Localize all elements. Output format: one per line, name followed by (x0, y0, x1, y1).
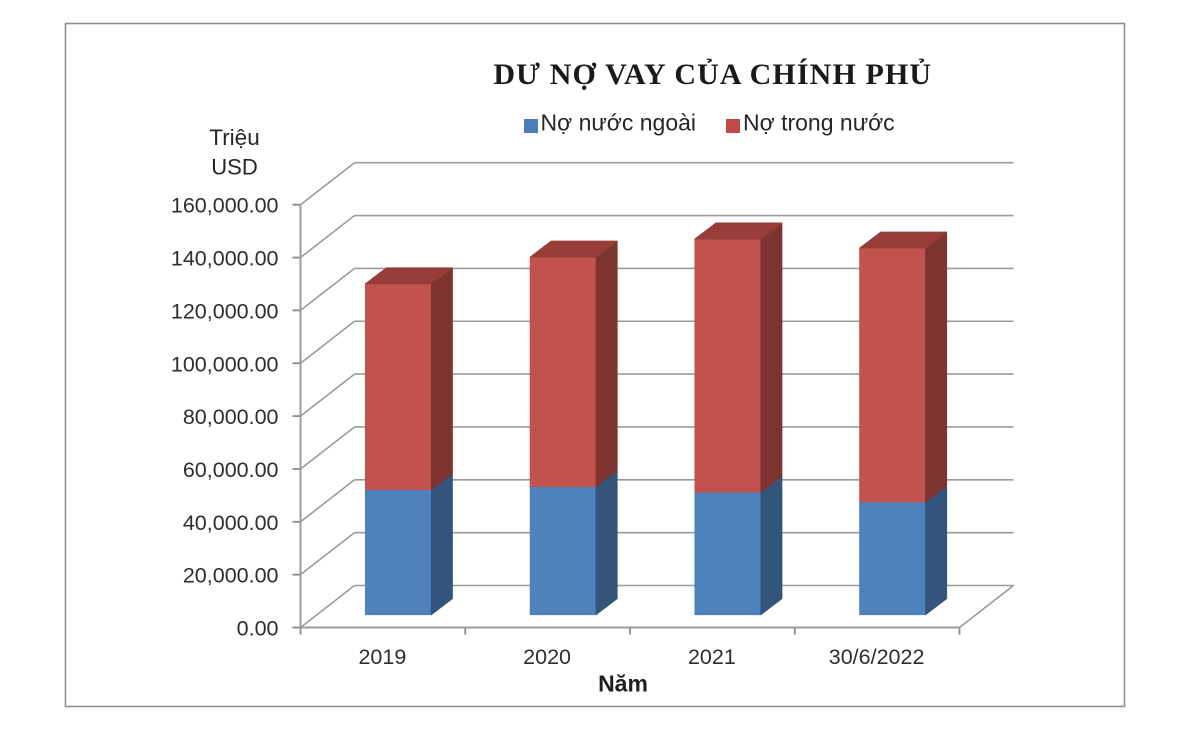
svg-text:100,000.00: 100,000.00 (171, 352, 279, 376)
svg-text:2019: 2019 (358, 645, 406, 669)
svg-text:40,000.00: 40,000.00 (183, 511, 279, 535)
svg-text:DƯ NỢ VAY CỦA CHÍNH PHỦ: DƯ NỢ VAY CỦA CHÍNH PHỦ (493, 58, 932, 91)
svg-text:120,000.00: 120,000.00 (171, 299, 279, 323)
svg-text:20,000.00: 20,000.00 (183, 564, 279, 588)
svg-text:80,000.00: 80,000.00 (183, 405, 279, 429)
svg-text:Nợ trong nước: Nợ trong nước (743, 110, 895, 136)
svg-text:30/6/2022: 30/6/2022 (829, 645, 925, 669)
svg-text:USD: USD (211, 155, 257, 180)
svg-text:Nợ nước ngoài: Nợ nước ngoài (541, 110, 697, 136)
svg-text:Triệu: Triệu (209, 125, 259, 150)
svg-text:0.00: 0.00 (237, 617, 279, 641)
svg-text:2020: 2020 (523, 645, 571, 669)
svg-text:2021: 2021 (688, 645, 736, 669)
svg-text:60,000.00: 60,000.00 (183, 458, 279, 482)
svg-text:140,000.00: 140,000.00 (171, 247, 279, 271)
svg-text:160,000.00: 160,000.00 (171, 194, 279, 218)
svg-text:Năm: Năm (598, 671, 648, 697)
